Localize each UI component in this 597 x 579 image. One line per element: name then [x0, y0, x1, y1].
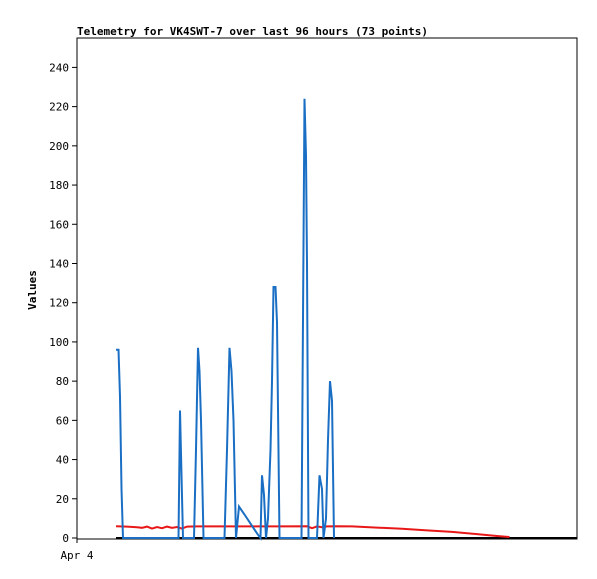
y-tick-label: 80 [56, 375, 69, 388]
y-tick-label: 20 [56, 493, 69, 506]
chart-title: Telemetry for VK4SWT-7 over last 96 hour… [77, 25, 428, 38]
series-group [115, 98, 577, 541]
y-tick-label: 180 [49, 179, 69, 192]
y-tick-label: 160 [49, 218, 69, 231]
y-axis-label: Values [26, 270, 39, 310]
y-tick-label: 100 [49, 336, 69, 349]
y-tick-label: 40 [56, 454, 69, 467]
y-tick-label: 60 [56, 414, 69, 427]
y-tick-label: 0 [62, 532, 69, 545]
x-tick-label: Apr 4 [60, 549, 93, 562]
y-tick-label: 140 [49, 257, 69, 270]
series-1-line [116, 98, 335, 541]
y-tick-label: 240 [49, 61, 69, 74]
y-axis: 0 20 40 60 80 100 120 140 160 180 200 220 240 [49, 61, 77, 545]
y-tick-label: 120 [49, 297, 69, 310]
y-tick-label: 220 [49, 101, 69, 114]
x-axis: Apr 4 [60, 539, 94, 562]
y-tick-label: 200 [49, 140, 69, 153]
